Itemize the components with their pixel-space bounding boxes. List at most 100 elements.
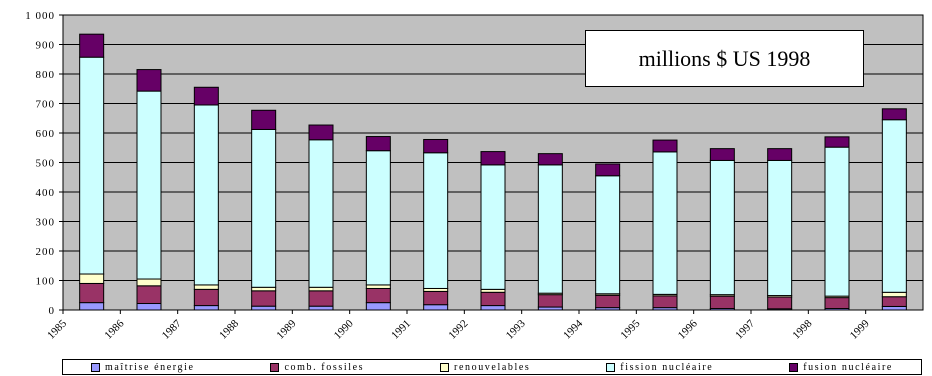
bar-segment-1999-2	[881, 291, 907, 298]
y-tick-label: 200	[36, 246, 56, 258]
bar-segment-1990-4	[365, 136, 391, 152]
bars	[79, 33, 907, 311]
legend-label-fission-nucleaire: fission nucléaire	[620, 361, 714, 373]
bar-segment-1985-3	[79, 56, 105, 275]
x-tick-label-1994: 1994	[561, 317, 585, 341]
legend-item-renouvelables: renouvelables	[440, 362, 530, 373]
unit-label: millions $ US 1998	[638, 45, 811, 71]
x-tick-label-1992: 1992	[446, 318, 470, 342]
bar-segment-1986-3	[136, 90, 162, 280]
y-tick-label: 900	[36, 40, 56, 52]
bar-segment-1997-1	[767, 296, 793, 310]
bar-segment-1992-1	[480, 291, 506, 307]
bar-segment-1991-3	[423, 152, 449, 289]
bar-segment-1994-4	[595, 163, 621, 177]
x-tick-label-1988: 1988	[217, 317, 241, 341]
bar-segment-1999-0	[881, 305, 907, 311]
x-tick-label-1999: 1999	[848, 317, 872, 341]
y-tick-label: 400	[36, 187, 56, 199]
bar-segment-1995-3	[652, 151, 678, 295]
bar-segment-1996-4	[709, 148, 735, 161]
bar-segment-1990-2	[365, 284, 391, 289]
legend-swatch-maitrise-energie	[91, 362, 100, 372]
x-tick-label-1990: 1990	[332, 317, 356, 341]
legend-item-comb-fossiles: comb. fossiles	[270, 362, 364, 373]
x-tick-label-1993: 1993	[504, 317, 528, 341]
unit-label-box: millions $ US 1998	[585, 30, 864, 87]
bar-segment-1989-0	[308, 305, 334, 311]
bar-segment-1989-2	[308, 286, 334, 292]
bar-segment-1989-3	[308, 139, 334, 288]
bar-segment-1985-2	[79, 273, 105, 284]
x-tick-label-1997: 1997	[733, 317, 757, 341]
bar-segment-1987-4	[193, 86, 219, 106]
y-axis-ticks: 0 100 200 300 400 500 600 700 800 900 1 000	[25, 10, 63, 317]
bar-segment-1985-0	[79, 302, 105, 311]
bar-segment-1989-4	[308, 124, 334, 141]
bar-segment-1988-0	[251, 305, 277, 311]
bar-segment-1989-1	[308, 290, 334, 307]
bar-segment-1991-0	[423, 304, 449, 311]
bar-segment-1997-3	[767, 159, 793, 297]
bar-segment-1997-4	[767, 148, 793, 161]
bar-segment-1990-0	[365, 302, 391, 311]
bar-segment-1992-4	[480, 151, 506, 166]
bar-segment-1986-2	[136, 278, 162, 287]
legend-item-maitrise-energie: maîtrise énergie	[91, 362, 195, 373]
y-tick-label: 300	[36, 217, 56, 229]
bar-segment-1999-3	[881, 119, 907, 293]
bar-segment-1994-1	[595, 294, 621, 309]
bar-segment-1987-0	[193, 305, 219, 311]
y-tick-label: 800	[36, 69, 56, 81]
legend-label-renouvelables: renouvelables	[454, 361, 531, 373]
legend-label-fusion-nucleaire: fusion nucléaire	[803, 361, 893, 373]
bar-segment-1994-3	[595, 175, 621, 295]
bar-segment-1985-4	[79, 33, 105, 58]
bar-segment-1992-0	[480, 305, 506, 311]
bar-segment-1996-1	[709, 295, 735, 310]
bar-segment-1995-1	[652, 295, 678, 309]
legend-item-fission-nucleaire: fission nucléaire	[606, 362, 713, 373]
x-tick-label-1985: 1985	[45, 317, 69, 341]
x-tick-label-1996: 1996	[676, 317, 700, 341]
bar-segment-1990-3	[365, 150, 391, 286]
legend: maîtrise énergie comb. fossiles renouvel…	[62, 359, 922, 375]
x-tick-label-1995: 1995	[618, 317, 642, 341]
legend-swatch-comb-fossiles	[270, 362, 280, 372]
x-tick-label-1989: 1989	[274, 317, 298, 341]
bar-segment-1999-1	[881, 296, 907, 307]
x-tick-label-1991: 1991	[389, 318, 413, 342]
bar-segment-1998-1	[824, 297, 850, 310]
y-tick-label: 100	[36, 276, 56, 288]
bar-segment-1988-2	[251, 286, 277, 292]
x-tick-label-1998: 1998	[790, 317, 814, 341]
bar-segment-1995-4	[652, 139, 678, 153]
legend-swatch-fission-nucleaire	[606, 362, 616, 372]
bar-segment-1985-1	[79, 282, 105, 304]
x-tick-label-1987: 1987	[160, 317, 184, 341]
bar-segment-1998-4	[824, 136, 850, 148]
legend-swatch-fusion-nucleaire	[789, 362, 799, 372]
y-tick-label: 600	[36, 128, 56, 140]
bar-segment-1988-1	[251, 290, 277, 307]
x-axis-ticks: 1985 1986 1987 1988 1989 1990 1991 1992 1993 1994…	[45, 310, 872, 342]
bar-segment-1987-1	[193, 288, 219, 307]
y-tick-label: 500	[36, 158, 56, 170]
legend-swatch-renouvelables	[440, 362, 450, 372]
legend-label-maitrise-energie: maîtrise énergie	[105, 361, 195, 373]
legend-item-fusion-nucleaire: fusion nucléaire	[789, 362, 893, 373]
bar-segment-1993-3	[537, 164, 563, 294]
x-tick-label-1986: 1986	[102, 317, 126, 341]
bar-segment-1990-1	[365, 287, 391, 304]
bar-segment-1986-1	[136, 285, 162, 305]
y-tick-label: 700	[36, 99, 56, 111]
bar-segment-1986-0	[136, 303, 162, 311]
bar-segment-1987-3	[193, 104, 219, 286]
bar-segment-1996-3	[709, 159, 735, 296]
bar-segment-1998-3	[824, 146, 850, 297]
legend-label-comb-fossiles: comb. fossiles	[284, 361, 365, 373]
bar-segment-1993-4	[537, 153, 563, 166]
y-tick-label: 1 000	[25, 10, 55, 22]
bar-segment-1999-4	[881, 108, 907, 121]
y-tick-label: 0	[49, 305, 56, 317]
